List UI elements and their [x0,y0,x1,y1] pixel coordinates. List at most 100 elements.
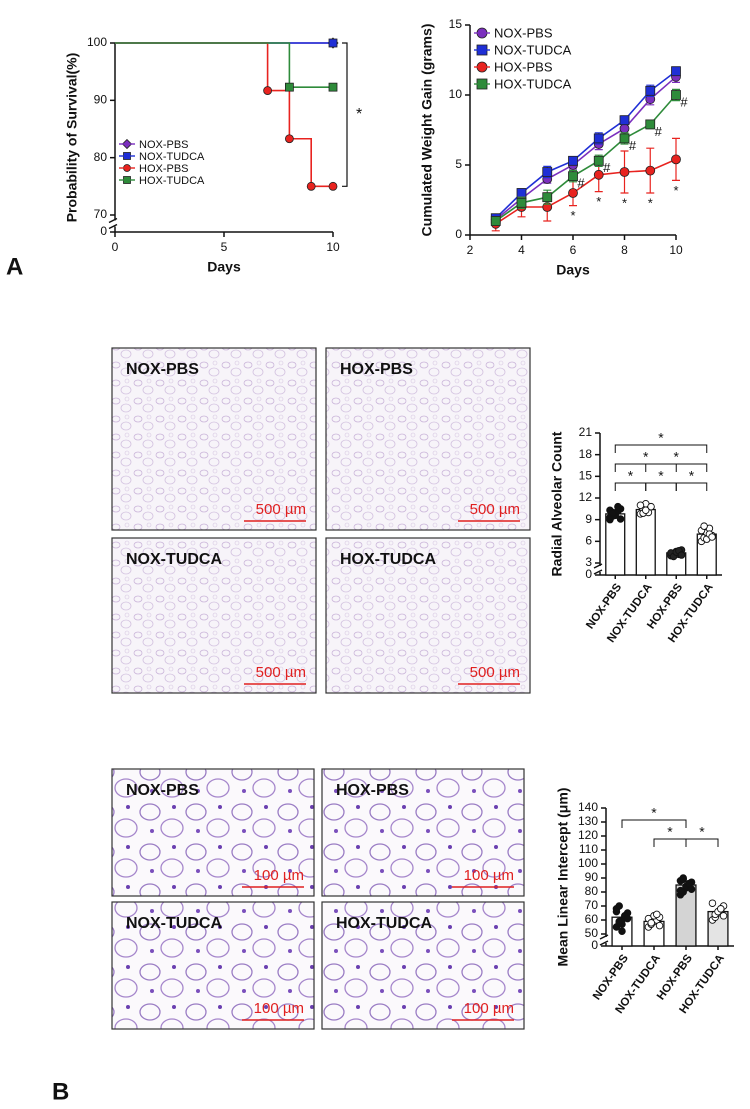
marker [542,192,553,203]
micrograph [111,537,317,694]
x-tick-label: 8 [621,243,628,257]
data-point [623,914,632,923]
axis-break-gap [593,566,603,572]
axis-break [108,217,118,224]
x-tick-label: 0 [112,240,119,254]
x-tick-label: 10 [669,243,683,257]
y-tick-label: 5 [455,157,462,171]
y-tick-label: 0 [100,224,107,238]
data-point [653,910,661,919]
y-tick-label: 60 [585,912,599,926]
data-point [655,921,664,930]
y-tick-label: 6 [585,534,592,548]
series-line [115,42,333,188]
y-tick-label: 12 [579,490,593,504]
point-label: * [673,183,678,198]
significance-bracket [645,463,708,472]
y-axis-label: Radial Alveolar Count [549,431,565,576]
y-tick-label: 0 [585,567,592,581]
y-tick-label: 3 [585,555,592,569]
significance-label: * [674,449,680,465]
y-tick-label: 80 [94,150,108,164]
micrograph-label: NOX-TUDCA [126,551,222,568]
marker [619,133,630,144]
significance-label: * [658,430,664,446]
micrograph [111,347,317,531]
marker [516,188,527,198]
y-tick-label: 100 [578,856,598,870]
marker [328,181,338,191]
significance-label: * [651,805,657,821]
point-label: # [655,124,663,139]
marker [619,123,630,134]
marker [619,167,630,177]
y-tick-label: 70 [585,898,599,912]
y-tick-label: 100 [87,35,107,49]
marker [568,188,578,198]
x-tick-label: 4 [518,243,525,257]
data-point [677,551,686,559]
micrograph [111,768,315,897]
marker [284,134,294,144]
marker [568,171,578,182]
point-label: * [596,194,601,209]
y-tick-label: 110 [579,842,598,856]
significance-bracket [614,482,647,491]
x-tick-label: 5 [221,240,228,254]
point-label: # [603,160,611,175]
y-tick-label: 130 [578,814,598,828]
series-line [115,42,333,88]
y-axis-label: Mean Linear Intercept (μm) [555,788,571,967]
y-tick-label: 90 [585,870,599,884]
y-tick-label: 50 [585,926,599,940]
marker [306,181,316,191]
legend-label: NOX-TUDCA [139,151,205,163]
marker [671,90,681,100]
x-axis-label: Days [207,259,241,275]
y-tick-label: 90 [94,93,108,107]
scale-bar-label: 500 µm [256,664,306,681]
scale-bar-label: 500 µm [256,501,306,518]
axis-break-gap [599,937,609,943]
axis-break [599,940,609,946]
significance-label: * [699,824,705,840]
data-point [618,927,626,935]
significance-bracket [614,444,708,453]
data-point [608,509,617,517]
point-label: * [648,195,653,210]
x-tick-label: 2 [467,243,474,257]
marker [671,66,681,77]
data-point [708,899,717,907]
x-tick-label: 10 [326,240,340,254]
micrograph-label: NOX-PBS [126,782,199,799]
marker [490,216,501,226]
marker [645,165,656,176]
legend-label: HOX-PBS [494,59,553,74]
axis-break [593,563,603,569]
significance-label: * [643,449,649,465]
data-point [717,905,725,913]
legend-label: NOX-TUDCA [494,42,572,57]
point-label: * [570,208,575,223]
micrograph [325,537,531,694]
legend-label: NOX-PBS [494,25,553,40]
legend-label: HOX-TUDCA [139,175,205,187]
micrograph-label: HOX-TUDCA [340,551,436,568]
y-tick-label: 18 [579,447,593,461]
significance-label: * [356,106,362,123]
x-axis-label: Days [556,262,590,278]
marker [593,133,604,144]
marker [263,86,273,95]
marker [645,119,656,130]
significance-bracket [653,838,687,847]
panel-label: B [52,1078,69,1105]
bar [635,508,656,576]
micrograph [321,768,525,897]
marker [619,115,630,126]
marker [542,167,553,177]
point-label: # [629,138,637,153]
data-point [719,912,728,920]
data-point [679,875,687,884]
micrograph [325,347,531,531]
